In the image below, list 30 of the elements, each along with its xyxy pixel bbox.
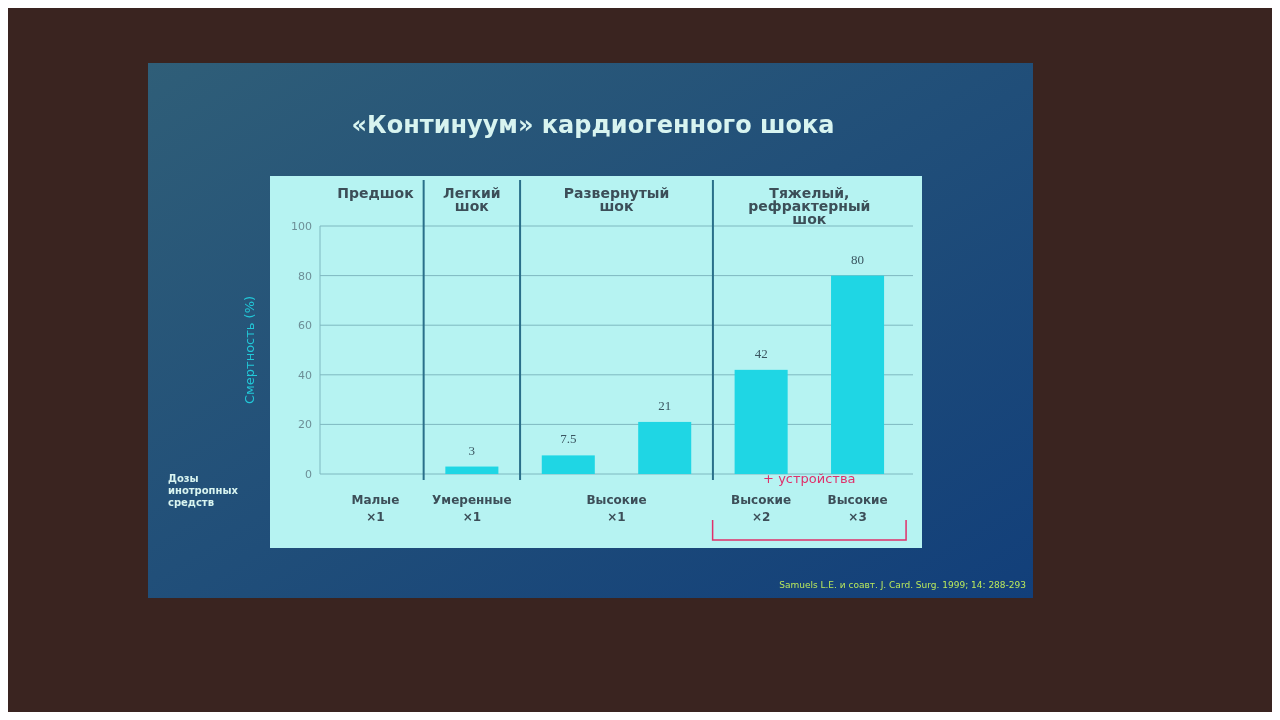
data-label: 21 xyxy=(658,397,672,413)
y-tick-label: 60 xyxy=(298,319,312,333)
y-tick-label: 20 xyxy=(298,418,312,432)
data-label: 80 xyxy=(851,251,865,267)
text: Легкий шок xyxy=(443,185,501,214)
bar xyxy=(734,369,788,474)
annotation: + устройства xyxy=(763,471,856,486)
text: Дозы инотропных средств xyxy=(168,473,239,508)
x-tick-label: Умеренные ×1 xyxy=(432,493,512,524)
x-tick-label: Малые ×1 xyxy=(351,493,400,524)
text: Развернутый шок xyxy=(563,185,670,214)
bar xyxy=(445,466,499,474)
annotation: Тяжелый, рефрактерный шок xyxy=(748,185,871,227)
data-label: 42 xyxy=(754,345,768,361)
bar xyxy=(541,455,595,474)
bar xyxy=(638,421,692,474)
data-label: 3 xyxy=(468,442,476,458)
y-tick-label: 40 xyxy=(298,368,312,382)
x-tick-label: Высокие ×2 xyxy=(731,493,792,524)
text: Высокие ×1 xyxy=(586,493,647,524)
y-tick-label: 100 xyxy=(291,220,312,233)
y-axis-title: Смертность (%) xyxy=(242,295,257,405)
chart-title: «Континуум» кардиогенного шока xyxy=(351,111,835,139)
text: Samuels L.E. и соавт. J. Card. Surg. 1999; 14: 288-293 xyxy=(779,580,1026,590)
bar xyxy=(831,275,885,474)
data-label: 7.5 xyxy=(560,431,577,447)
x-tick-label: Высокие ×3 xyxy=(827,493,888,524)
y-tick-label: 80 xyxy=(298,269,312,283)
text: Предшок xyxy=(337,185,415,201)
y-tick-label: 0 xyxy=(305,468,312,481)
